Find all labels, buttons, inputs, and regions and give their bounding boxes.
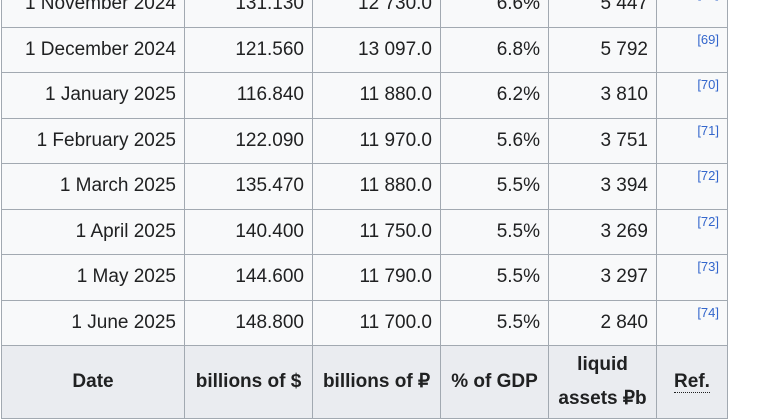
cell-billions-usd: 135.470: [184, 163, 313, 210]
cell-liquid-assets: 5 792: [548, 26, 657, 73]
table-row: 1 June 2025 148.800 11 700.0 5.5% 2 840 [74]: [1, 299, 728, 346]
cell-date: 1 November 2024: [1, 0, 185, 28]
table-row: 1 February 2025 122.090 11 970.0 5.6% 3 751 […: [1, 117, 728, 164]
header-ref[interactable]: Ref.: [656, 345, 728, 419]
cell-date: 1 January 2025: [1, 72, 185, 119]
cell-percent-gdp: 6.8%: [440, 26, 549, 73]
cell-percent-gdp: 6.6%: [440, 0, 549, 28]
cell-ref: [73]: [656, 254, 728, 301]
cell-billions-rub: 11 700.0: [312, 299, 441, 346]
table-footer-header-row: Date billions of $ billions of ₽ % of GD…: [1, 345, 728, 419]
cell-liquid-assets: 5 447: [548, 0, 657, 28]
cell-ref: [74]: [656, 299, 728, 346]
cell-billions-usd: 148.800: [184, 299, 313, 346]
cell-ref: [70]: [656, 72, 728, 119]
cell-date: 1 December 2024: [1, 26, 185, 73]
cell-billions-rub: 11 880.0: [312, 72, 441, 119]
header-billions-usd: billions of $: [184, 345, 313, 419]
cell-billions-rub: 11 970.0: [312, 117, 441, 164]
cell-billions-usd: 116.840: [184, 72, 313, 119]
cell-liquid-assets: 3 297: [548, 254, 657, 301]
cell-percent-gdp: 5.5%: [440, 163, 549, 210]
reference-link[interactable]: [73]: [697, 259, 719, 274]
cell-liquid-assets: 3 810: [548, 72, 657, 119]
table-row: 1 March 2025 135.470 11 880.0 5.5% 3 394 [72]: [1, 163, 728, 210]
cell-ref: [72]: [656, 208, 728, 255]
cell-date: 1 May 2025: [1, 254, 185, 301]
cell-ref: [72]: [656, 163, 728, 210]
reference-link[interactable]: [74]: [697, 304, 719, 320]
cell-percent-gdp: 5.5%: [440, 254, 549, 301]
cell-date: 1 April 2025: [1, 208, 185, 255]
header-percent-gdp: % of GDP: [440, 345, 549, 419]
cell-billions-rub: 13 097.0: [312, 26, 441, 73]
cell-billions-usd: 140.400: [184, 208, 313, 255]
cell-date: 1 February 2025: [1, 117, 185, 164]
cell-liquid-assets: 2 840: [548, 299, 657, 346]
cell-liquid-assets: 3 394: [548, 163, 657, 210]
header-ref-abbr[interactable]: Ref.: [674, 371, 710, 393]
cell-ref: [68]: [656, 0, 728, 28]
cell-billions-usd: 121.560: [184, 26, 313, 73]
cell-billions-rub: 11 880.0: [312, 163, 441, 210]
cell-billions-rub: 11 790.0: [312, 254, 441, 301]
table-row: 1 April 2025 140.400 11 750.0 5.5% 3 269 [72]: [1, 208, 728, 255]
reference-link[interactable]: [70]: [697, 77, 719, 92]
cell-date: 1 March 2025: [1, 163, 185, 210]
cell-percent-gdp: 5.6%: [440, 117, 549, 164]
table-row: 1 December 2024 121.560 13 097.0 6.8% 5 792 […: [1, 26, 728, 73]
cell-billions-rub: 12 730.0: [312, 0, 441, 28]
cell-liquid-assets: 3 269: [548, 208, 657, 255]
cell-percent-gdp: 5.5%: [440, 299, 549, 346]
header-liquid-line1: liquid: [577, 354, 628, 375]
cell-liquid-assets: 3 751: [548, 117, 657, 164]
cell-billions-usd: 131.130: [184, 0, 313, 28]
cell-percent-gdp: 6.2%: [440, 72, 549, 119]
reference-link[interactable]: [71]: [697, 122, 719, 138]
cell-billions-rub: 11 750.0: [312, 208, 441, 255]
header-liquid-line2: assets ₽b: [558, 388, 647, 409]
reference-link[interactable]: [72]: [697, 213, 719, 229]
reference-link[interactable]: [68]: [697, 0, 719, 1]
cell-billions-usd: 144.600: [184, 254, 313, 301]
cell-billions-usd: 122.090: [184, 117, 313, 164]
header-liquid-assets: liquid assets ₽b: [548, 345, 657, 419]
cell-ref: [69]: [656, 26, 728, 73]
table-row: 1 January 2025 116.840 11 880.0 6.2% 3 810 [7…: [1, 72, 728, 119]
header-date: Date: [1, 345, 185, 419]
reference-link[interactable]: [69]: [697, 31, 719, 47]
cell-ref: [71]: [656, 117, 728, 164]
header-billions-rub: billions of ₽: [312, 345, 441, 419]
cell-date: 1 June 2025: [1, 299, 185, 346]
reference-link[interactable]: [72]: [697, 168, 719, 183]
table-row: 1 May 2025 144.600 11 790.0 5.5% 3 297 [73]: [1, 254, 728, 301]
cell-percent-gdp: 5.5%: [440, 208, 549, 255]
